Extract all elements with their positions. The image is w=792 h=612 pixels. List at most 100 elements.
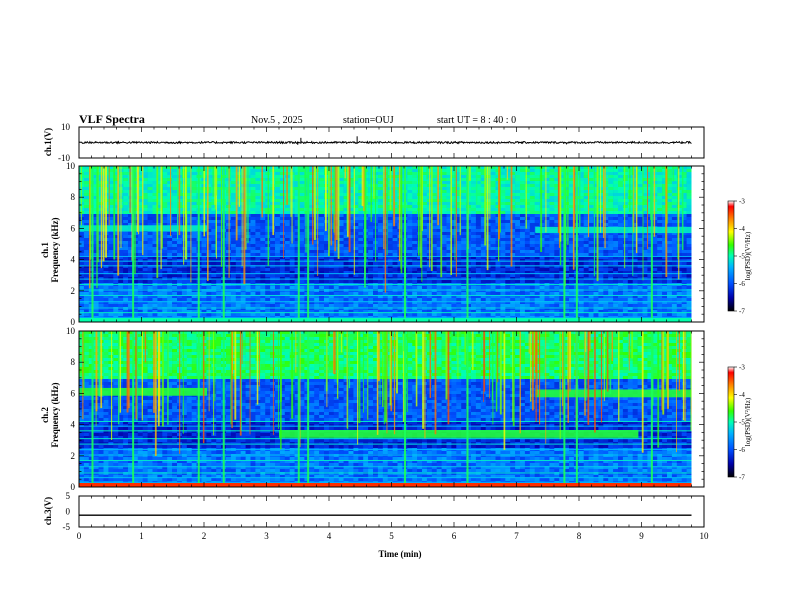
spectrogram-cell: [583, 259, 589, 263]
spectrogram-cell: [240, 253, 246, 257]
spectrogram-cell: [377, 175, 384, 179]
spectrogram-cell: [510, 202, 516, 206]
spectrogram-cell: [603, 253, 609, 257]
spectrogram-cell: [309, 280, 315, 284]
spectrogram-cell: [505, 262, 511, 266]
spectrogram-cell: [490, 172, 496, 176]
spectrogram-cell: [147, 268, 153, 272]
spectrogram-cell: [593, 211, 599, 215]
spectrogram-cell: [123, 241, 129, 245]
spectrogram-cell: [456, 193, 462, 197]
spectrogram-cell: [417, 244, 423, 248]
spectrogram-cell: [676, 220, 682, 224]
spectrogram-cell: [461, 190, 467, 194]
spectrogram-cell: [123, 184, 129, 188]
spectrogram-cell: [441, 226, 447, 230]
spectrogram-cell: [108, 268, 114, 272]
spectrogram-cell: [431, 244, 437, 248]
spectrogram-cell: [338, 184, 344, 188]
spectrogram-cell: [368, 250, 374, 254]
spectrogram-cell: [255, 199, 261, 203]
spectrogram-cell: [88, 208, 94, 212]
spectrogram-cell: [642, 259, 648, 263]
spectrogram-cell: [618, 253, 624, 257]
spectrogram-cell: [446, 223, 452, 227]
spectrogram-cell: [373, 274, 379, 278]
spectrogram-cell: [686, 166, 692, 170]
spectrogram-cell: [412, 229, 418, 233]
spectrogram-cell: [338, 190, 344, 194]
spectrogram-cell: [647, 262, 653, 266]
spectrogram-cell: [490, 208, 496, 212]
spectrogram-cell: [466, 253, 472, 257]
spectrogram-cell: [186, 247, 192, 251]
spectrogram-cell: [167, 199, 173, 203]
spectrogram-cell: [544, 214, 550, 218]
spectrogram-cell: [578, 199, 584, 203]
spectrogram-cell: [520, 172, 526, 176]
spectrogram-cell: [358, 172, 364, 176]
spectrogram-cell: [417, 265, 423, 269]
spectrogram-cell: [191, 214, 197, 218]
spectrogram-cell: [598, 259, 604, 263]
spectrogram-cell: [613, 253, 619, 257]
spectrogram-cell: [147, 247, 153, 251]
spectrogram-cell: [583, 190, 589, 194]
spectrogram-cell: [529, 244, 535, 248]
spectrogram-cell: [662, 256, 668, 260]
spectrogram-cell: [137, 211, 143, 215]
spectrogram-cell: [348, 265, 354, 269]
spectrogram-cell: [343, 202, 349, 206]
spectrogram-cell: [333, 274, 339, 278]
spectrogram-cell: [554, 256, 560, 260]
spectrogram-cell: [603, 244, 609, 248]
spectrogram-cell: [377, 181, 384, 185]
spectrogram-cell: [128, 268, 134, 272]
spectrogram-cell: [529, 256, 535, 260]
spectrogram-cell: [500, 241, 506, 245]
spectrogram-cell: [358, 175, 364, 179]
spectrogram-cell: [186, 217, 192, 221]
spectrogram-cell: [270, 235, 276, 239]
spectrogram-cell: [676, 259, 682, 263]
spectrogram-cell: [451, 226, 457, 230]
spectrogram-cell: [559, 271, 565, 275]
spectrogram-cell: [549, 193, 555, 197]
spectrogram-cell: [500, 274, 506, 278]
spectrogram-cell: [510, 220, 516, 224]
spectrogram-cell: [412, 208, 418, 212]
spectrogram-cell: [593, 193, 599, 197]
spectrogram-cell: [613, 205, 619, 209]
spectrogram-cell: [500, 181, 506, 185]
spectrogram-cell: [559, 244, 565, 248]
spectrogram-cell: [338, 205, 344, 209]
spectrogram-cell: [407, 238, 413, 242]
spectrogram-cell: [637, 181, 643, 185]
spectrogram-cell: [304, 250, 310, 254]
spectrogram-cell: [343, 196, 349, 200]
spectrogram-cell: [147, 250, 153, 254]
spectrogram-cell: [515, 196, 521, 200]
spectrogram-cell: [657, 196, 663, 200]
spectrogram-cell: [142, 166, 148, 170]
spectrogram-cell: [613, 259, 619, 263]
spectrogram-cell: [113, 262, 119, 266]
spectrogram-cell: [569, 205, 575, 209]
spectrogram-cell: [549, 172, 555, 176]
spectrogram-cell: [260, 220, 266, 224]
spectrogram-cell: [520, 199, 526, 203]
spectrogram-cell: [294, 232, 300, 236]
spectrogram-cell: [373, 262, 379, 266]
spectrogram-cell: [534, 172, 540, 176]
spectrogram-cell: [240, 169, 246, 173]
spectrogram-cell: [608, 214, 614, 218]
spectrogram-cell: [103, 280, 109, 284]
spectrogram-cell: [559, 268, 565, 272]
spectrogram-cell: [505, 166, 511, 170]
spectrogram-cell: [451, 262, 457, 266]
spectrogram-cell: [534, 181, 540, 185]
spectrogram-cell: [240, 268, 246, 272]
spectrogram-cell: [240, 187, 246, 191]
spectrogram-cell: [392, 214, 398, 218]
spectrogram-cell: [490, 232, 496, 236]
